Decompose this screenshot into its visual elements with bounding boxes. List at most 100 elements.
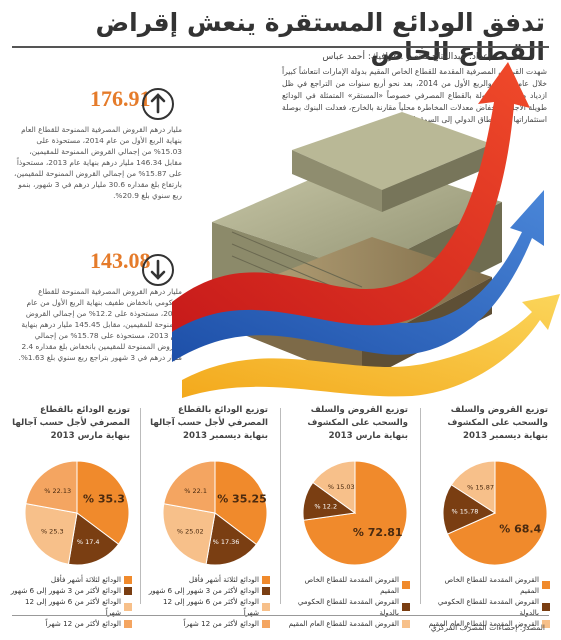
pie-label-3: % 22.1 <box>184 487 207 495</box>
pie-slice-1 <box>205 512 258 566</box>
legend-label: الودائع لأكثر من 6 شهور إلى 12 شهراً <box>162 597 259 617</box>
panel-loans-dec-2013: توزيع القروض والسلف والسحب على المكشوف ب… <box>426 404 552 628</box>
legend-item: الودائع لأكثر من 6 شهور إلى 12 شهراً <box>8 596 132 618</box>
legend-swatch <box>262 603 270 611</box>
pie-slice-0 <box>76 460 130 545</box>
legend-swatch <box>124 575 132 584</box>
pie-slice-0 <box>214 460 268 546</box>
pie-slice-2 <box>450 460 496 514</box>
red-arrow <box>172 62 530 332</box>
panel-deposits-dec-2013: توزيع الودائع بالقطاع المصرفي لأجل حسب آ… <box>146 404 272 628</box>
money-arrows-illustration <box>172 62 560 398</box>
panel-title: توزيع الودائع بالقطاع المصرفي لأجل حسب آ… <box>150 405 268 441</box>
stat-2-text: مليار درهم القروض المصرفية الممنوحة للقط… <box>18 287 182 362</box>
legend-swatch <box>402 581 410 589</box>
stat-1-text: مليار درهم القروض المصرفية الممنوحة للقط… <box>14 125 182 200</box>
pie-slice-2 <box>312 460 356 514</box>
legend-label: الودائع لثلاثة أشهر فأقل <box>188 575 259 584</box>
legend-label: الودائع لأكثر من 3 شهور إلى 6 شهور <box>10 586 121 595</box>
legend-label: الودائع لأكثر من 12 شهراً <box>183 619 259 628</box>
byline: إعداد: عبدالفتاح منتصر . غرافيك: أحمد عب… <box>322 52 491 62</box>
legend: الودائع لثلاثة أشهر فأقل الودائع لأكثر من… <box>146 574 270 629</box>
pie-label-2: % 25.02 <box>177 527 204 535</box>
legend-item: الودائع لأكثر من 12 شهراً <box>8 618 132 629</box>
pie-label-2: % 15.03 <box>328 483 355 491</box>
legend-item: الودائع لثلاثة أشهر فأقل <box>8 574 132 585</box>
legend-item: الودائع لثلاثة أشهر فأقل <box>146 574 270 585</box>
legend-item: الودائع لأكثر من 6 شهور إلى 12 شهراً <box>146 596 270 618</box>
legend-label: القروض المقدمة للقطاع الخاص المقيم <box>444 575 539 595</box>
legend-swatch <box>542 581 550 589</box>
legend-item: القروض المقدمة للقطاع الخاص المقيم <box>286 574 410 596</box>
legend-swatch <box>262 619 270 628</box>
pie-slice-1 <box>442 484 497 535</box>
legend-item: القروض المقدمة للقطاع العام المقيم <box>286 618 410 629</box>
legend-label: القروض المقدمة للقطاع الخاص المقيم <box>304 575 399 595</box>
legend-item: القروض المقدمة للقطاع الحكومي بالدولة <box>426 596 550 618</box>
pie-label-1: % 17.36 <box>213 538 240 546</box>
legend-label: القروض المقدمة للقطاع العام المقيم <box>428 619 539 628</box>
headline-rule <box>12 46 549 48</box>
pie-label-1: % 15.78 <box>452 508 479 516</box>
pie-slice-3 <box>25 460 78 514</box>
legend-swatch <box>262 575 270 584</box>
legend-item: الودائع لأكثر من 3 شهور إلى 6 شهور <box>8 585 132 596</box>
pie-label-2: % 15.87 <box>467 484 494 492</box>
legend-item: القروض المقدمة للقطاع الحكومي بالدولة <box>286 596 410 618</box>
pie-slice-0 <box>446 460 548 566</box>
legend-label: القروض المقدمة للقطاع العام المقيم <box>288 619 399 628</box>
source-note: المصدر: إحصاءات المصرف المركزي <box>430 623 545 632</box>
legend: القروض المقدمة للقطاع الخاص المقيم القروض… <box>426 574 550 629</box>
legend-swatch <box>124 603 132 611</box>
legend-swatch <box>542 619 550 628</box>
legend-swatch <box>262 586 270 595</box>
legend: الودائع لثلاثة أشهر فأقل الودائع لأكثر من… <box>8 574 132 629</box>
headline: تدفق الودائع المستقرة ينعش إقراض القطاع … <box>95 8 546 66</box>
pie-label-0: % 35.25 <box>217 493 267 506</box>
panel-title: توزيع القروض والسلف والسحب على المكشوف ب… <box>307 405 408 441</box>
legend-swatch <box>542 603 550 611</box>
pie-chart: % 35.3 % 17.4 % 25.3 % 22.13 <box>24 460 130 566</box>
legend-item: الودائع لأكثر من 12 شهراً <box>146 618 270 629</box>
legend-item: القروض المقدمة للقطاع الخاص المقيم <box>426 574 550 596</box>
pie-slice-2 <box>24 502 78 565</box>
pie-chart: % 68.4 % 15.78 % 15.87 <box>442 460 548 566</box>
panel-deposits-mar-2013: توزيع الودائع بالقطاع المصرفي لأجل حسب آ… <box>8 404 134 628</box>
legend-label: الودائع لثلاثة أشهر فأقل <box>50 575 121 584</box>
panel-title: توزيع الودائع بالقطاع المصرفي لأجل حسب آ… <box>12 405 130 441</box>
legend-swatch <box>402 619 410 628</box>
pie-slice-3 <box>163 460 216 514</box>
pie-slice-2 <box>162 503 216 565</box>
pie-chart: % 35.25 % 17.36 % 25.02 % 22.1 <box>162 460 268 566</box>
pie-label-1: % 12.2 <box>314 503 337 511</box>
pie-label-0: % 35.3 <box>83 493 125 506</box>
pie-label-0: % 68.4 <box>499 522 541 535</box>
separator <box>420 408 421 604</box>
legend-label: القروض المقدمة للقطاع الحكومي بالدولة <box>297 597 399 617</box>
legend-item: الودائع لأكثر من 3 شهور إلى 6 شهور <box>146 585 270 596</box>
legend-label: الودائع لأكثر من 12 شهراً <box>45 619 121 628</box>
legend-swatch <box>402 603 410 611</box>
legend-label: القروض المقدمة للقطاع الحكومي بالدولة <box>437 597 539 617</box>
arrow-up-icon <box>142 88 174 120</box>
orange-arrow <box>182 294 560 398</box>
legend: القروض المقدمة للقطاع الخاص المقيم القروض… <box>286 574 410 629</box>
pie-label-2: % 25.3 <box>41 527 64 535</box>
pie-label-1: % 17.4 <box>77 538 100 546</box>
panel-loans-mar-2013: توزيع القروض والسلف والسحب على المكشوف ب… <box>286 404 412 628</box>
stat-1-value: 176.91 <box>90 86 151 111</box>
blue-arrow <box>172 190 544 362</box>
legend-label: الودائع لأكثر من 6 شهور إلى 12 شهراً <box>24 597 121 617</box>
pie-slice-1 <box>67 512 120 566</box>
separator <box>140 408 141 604</box>
legend-item: القروض المقدمة للقطاع العام المقيم <box>426 618 550 629</box>
pie-chart: % 72.81 % 12.2 % 15.03 <box>302 460 408 566</box>
bottom-rule <box>12 615 549 616</box>
arrow-down-icon <box>142 254 174 286</box>
separator <box>280 408 281 604</box>
pie-label-0: % 72.81 <box>353 526 403 539</box>
panel-title: توزيع القروض والسلف والسحب على المكشوف ب… <box>447 405 548 441</box>
pie-label-3: % 22.13 <box>44 487 71 495</box>
legend-swatch <box>124 619 132 628</box>
stat-2-value: 143.08 <box>90 248 151 273</box>
